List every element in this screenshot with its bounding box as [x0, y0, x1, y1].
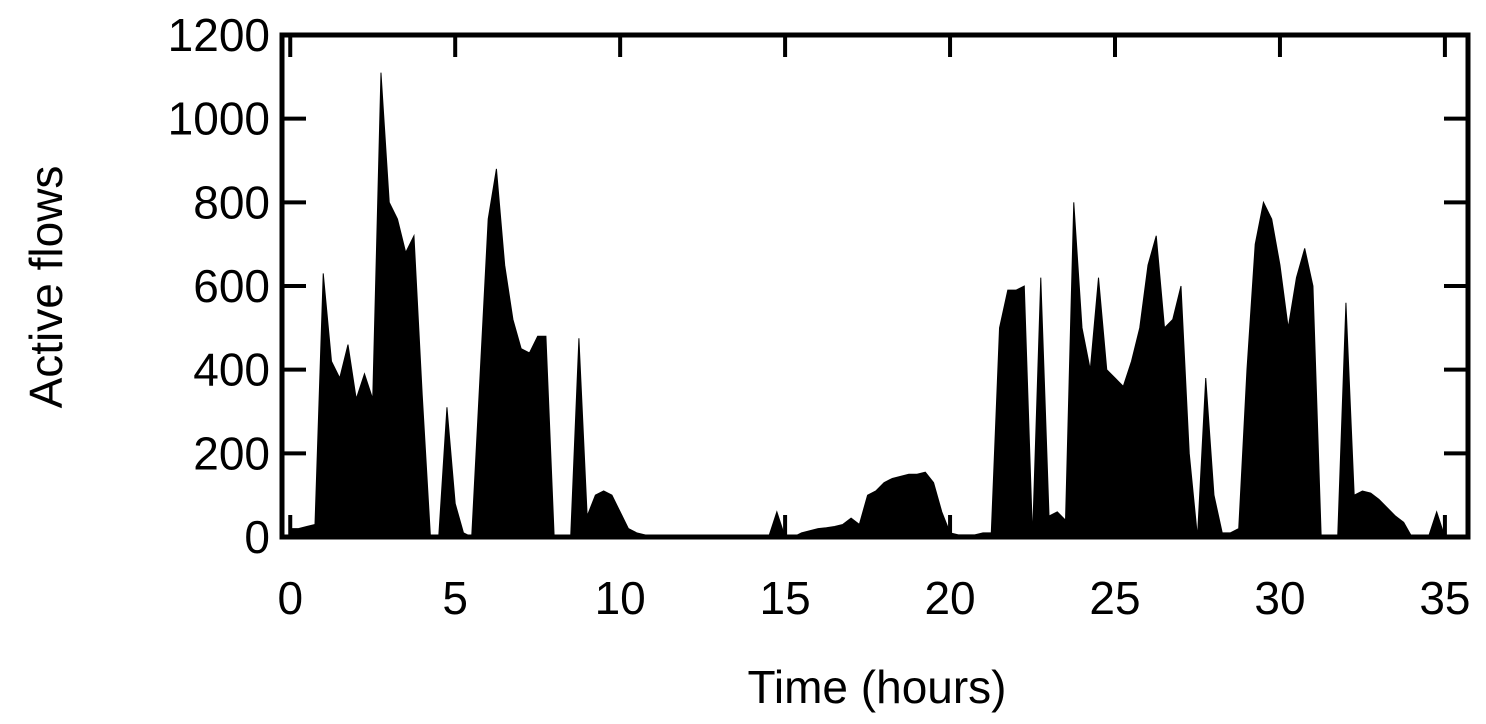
- y-tick-label: 1200: [168, 9, 270, 61]
- x-tick-label: 10: [595, 572, 646, 624]
- y-tick-label: 200: [193, 427, 270, 479]
- y-tick-label: 0: [244, 511, 270, 563]
- x-tick-label: 20: [924, 572, 975, 624]
- x-tick-label: 25: [1089, 572, 1140, 624]
- x-axis-label: Time (hours): [748, 661, 1007, 713]
- y-tick-label: 800: [193, 176, 270, 228]
- x-tick-label: 30: [1254, 572, 1305, 624]
- y-tick-label: 1000: [168, 93, 270, 145]
- x-tick-label: 0: [277, 572, 303, 624]
- x-tick-label: 35: [1419, 572, 1470, 624]
- x-tick-label: 15: [760, 572, 811, 624]
- x-tick-label: 5: [442, 572, 468, 624]
- y-tick-label: 600: [193, 260, 270, 312]
- area: [289, 72, 1446, 538]
- y-tick-label: 400: [193, 344, 270, 396]
- y-axis-label: Active flows: [20, 166, 72, 409]
